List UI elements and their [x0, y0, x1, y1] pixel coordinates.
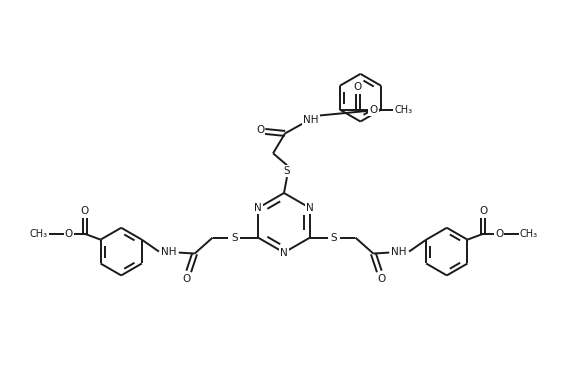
- Text: CH₃: CH₃: [394, 105, 413, 114]
- Text: CH₃: CH₃: [30, 229, 48, 239]
- Text: O: O: [353, 82, 362, 92]
- Text: O: O: [377, 274, 385, 284]
- Text: NH: NH: [303, 114, 319, 125]
- Text: S: S: [331, 233, 337, 242]
- Text: NH: NH: [161, 247, 177, 256]
- Text: S: S: [231, 233, 238, 242]
- Text: NH: NH: [392, 247, 407, 256]
- Text: O: O: [80, 206, 89, 216]
- Text: N: N: [306, 203, 314, 213]
- Text: O: O: [182, 274, 191, 284]
- Text: CH₃: CH₃: [520, 229, 538, 239]
- Text: N: N: [280, 248, 288, 258]
- Text: O: O: [479, 206, 487, 216]
- Text: O: O: [256, 125, 264, 135]
- Text: O: O: [64, 229, 73, 239]
- Text: S: S: [284, 166, 290, 176]
- Text: O: O: [495, 229, 503, 239]
- Text: N: N: [254, 203, 262, 213]
- Text: O: O: [369, 105, 378, 114]
